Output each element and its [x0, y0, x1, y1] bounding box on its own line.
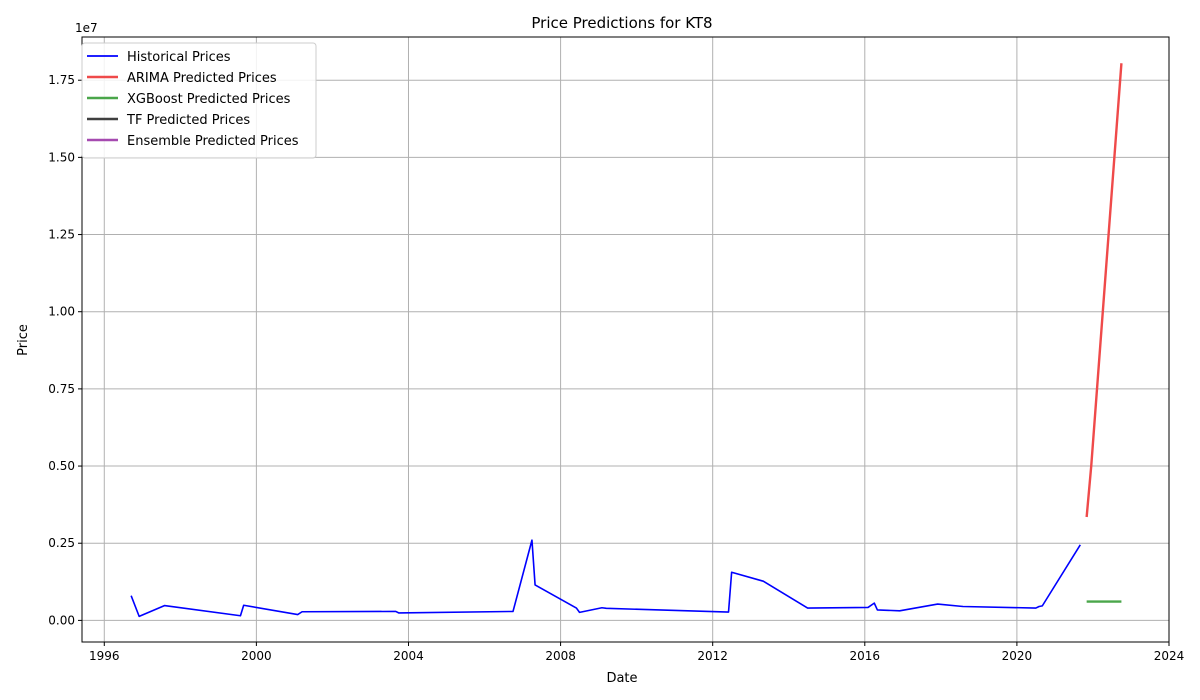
y-tick-label: 0.75	[48, 382, 75, 396]
x-tick-label: 2020	[1002, 649, 1033, 663]
x-tick-label: 2008	[545, 649, 576, 663]
y-offset-label: 1e7	[75, 21, 98, 35]
x-tick-label: 2012	[697, 649, 728, 663]
y-tick-label: 0.50	[48, 459, 75, 473]
y-tick-label: 1.00	[48, 305, 75, 319]
y-axis-label: Price	[16, 324, 31, 356]
series-lines	[130, 63, 1123, 618]
y-axis-ticks: 0.00 0.25 0.50 0.75 1.00 1.25 1.50 1.75	[48, 73, 82, 627]
plot-frame	[81, 36, 1170, 643]
y-tick-label: 1.25	[48, 228, 75, 242]
legend-entry-label: TF Predicted Prices	[126, 113, 250, 128]
legend-entry-label: XGBoost Predicted Prices	[127, 92, 291, 107]
y-tick-label: 0.00	[48, 613, 75, 627]
x-tick-label: 1996	[89, 649, 120, 663]
x-axis-ticks: 1996 2000 2004 2008 2012 2016 2020 2024	[89, 642, 1184, 663]
legend-entry-label: Ensemble Predicted Prices	[127, 134, 299, 149]
x-tick-label: 2024	[1154, 649, 1185, 663]
legend-box	[81, 42, 317, 159]
x-tick-label: 2000	[241, 649, 272, 663]
y-tick-label: 0.25	[48, 536, 75, 550]
series-line-0	[130, 539, 1081, 618]
legend-entry-label: Historical Prices	[127, 50, 231, 65]
chart-title: Price Predictions for KT8	[531, 14, 712, 32]
y-tick-label: 1.75	[48, 73, 75, 87]
series-line-1	[1085, 63, 1123, 518]
x-axis-label: Date	[606, 671, 637, 686]
legend-entry-label: ARIMA Predicted Prices	[127, 71, 277, 86]
x-tick-label: 2016	[850, 649, 881, 663]
y-tick-label: 1.50	[48, 150, 75, 164]
legend: Historical Prices ARIMA Predicted Prices X…	[81, 42, 317, 159]
x-tick-label: 2004	[393, 649, 424, 663]
